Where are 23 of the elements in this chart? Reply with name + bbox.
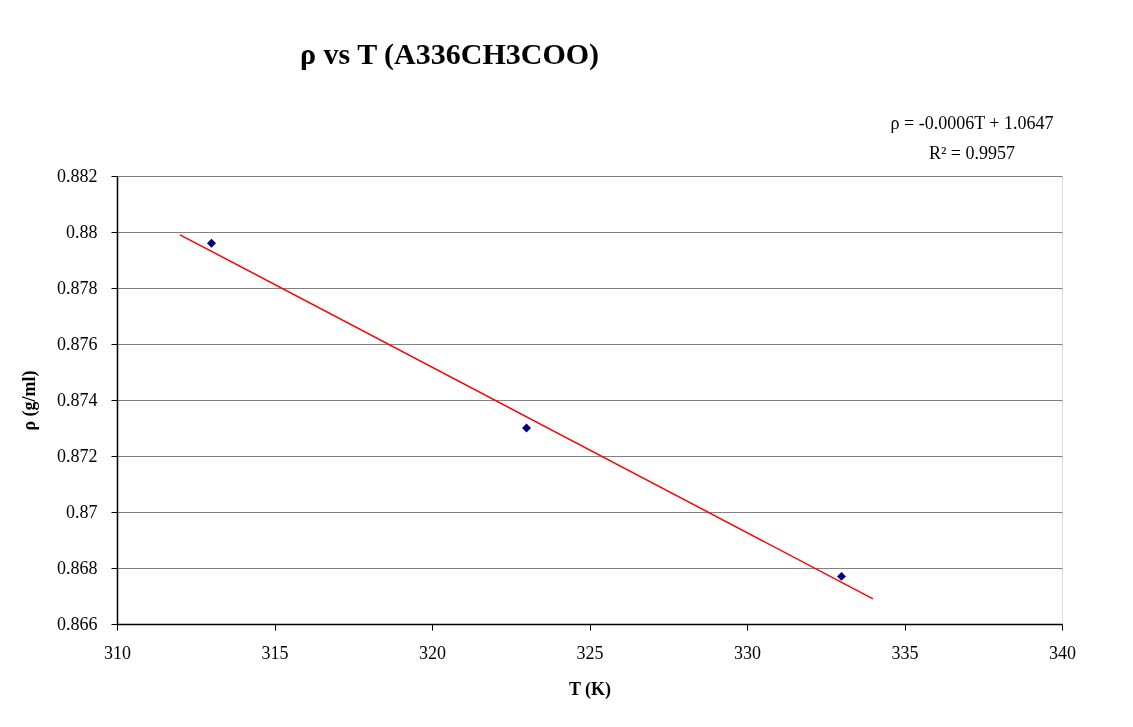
- y-axis-title: ρ (g/ml): [19, 370, 40, 431]
- point: [207, 238, 216, 248]
- text: ρ = -0.0006T + 1.0647: [890, 113, 1054, 133]
- y-tick-label: 0.87: [66, 501, 98, 522]
- y-tick-label: 0.88: [66, 221, 98, 242]
- y-tick-label: 0.876: [57, 333, 98, 354]
- point: [837, 571, 846, 581]
- x-tick-label: 310: [104, 642, 131, 663]
- x-tick-label: 315: [261, 642, 289, 663]
- x-tick-label: 335: [891, 642, 919, 663]
- y-tick-label: 0.874: [57, 389, 98, 410]
- y-tick-label: 0.878: [57, 277, 98, 298]
- text: R² = 0.9957: [928, 143, 1016, 163]
- x-axis-title: T (K): [568, 678, 612, 700]
- y-tick-label: 0.868: [57, 557, 98, 578]
- y-tick-label: 0.872: [57, 445, 98, 466]
- x-tick-label: 320: [419, 642, 446, 663]
- y-tick-label: 0.882: [57, 165, 98, 186]
- chart-title: ρ vs T (A336CH3COO): [299, 37, 600, 71]
- x-tick-label: 325: [576, 642, 604, 663]
- x-tick-label: 340: [1049, 642, 1076, 663]
- y-tick-label: 0.866: [57, 613, 98, 634]
- x-tick-label: 330: [734, 642, 761, 663]
